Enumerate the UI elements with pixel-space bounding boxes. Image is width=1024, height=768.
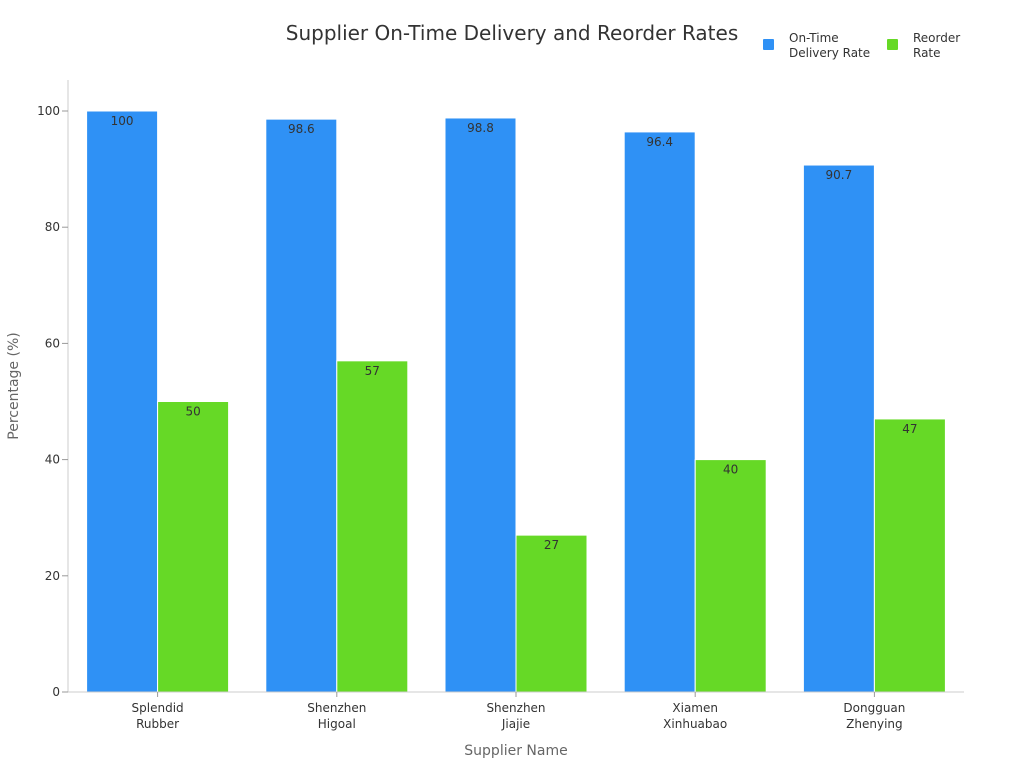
- x-tick-label: Dongguan: [843, 701, 905, 715]
- y-axis-ticks: 0 20 40 60 80 100: [37, 104, 68, 699]
- legend-swatch-0: [763, 39, 774, 50]
- bars-group: [86, 110, 946, 693]
- bar-series-0-2: [444, 117, 517, 693]
- x-tick-label: Xiamen: [672, 701, 718, 715]
- bar-series-1-2: [515, 534, 588, 693]
- x-tick-label: Jiajie: [501, 717, 530, 731]
- x-tick-label: Shenzhen: [307, 701, 366, 715]
- data-label: 96.4: [646, 135, 673, 149]
- y-tick-label: 40: [45, 453, 60, 467]
- x-tick-label: Higoal: [318, 717, 356, 731]
- x-tick-label: Xinhuabao: [663, 717, 727, 731]
- x-axis-ticks: Splendid Rubber Shenzhen Higoal Shenzhen Jiaj…: [132, 692, 905, 731]
- bar-series-1-4: [873, 418, 946, 693]
- y-tick-label: 60: [45, 336, 60, 350]
- legend-label: On-Time: [789, 31, 839, 45]
- data-labels-group: 100 50 98.6 57 98.8 27 96.4 40 90.7 47: [111, 114, 918, 552]
- x-tick-label: Zhenying: [846, 717, 902, 731]
- legend-swatch-1: [887, 39, 898, 50]
- y-tick-label: 80: [45, 220, 60, 234]
- data-label: 98.8: [467, 121, 494, 135]
- x-tick-label: Shenzhen: [486, 701, 545, 715]
- x-tick-label: Rubber: [136, 717, 179, 731]
- legend-label: Rate: [913, 46, 941, 60]
- y-tick-label: 20: [45, 569, 60, 583]
- data-label: 47: [902, 422, 917, 436]
- x-axis-title: Supplier Name: [464, 743, 567, 759]
- chart-title: Supplier On-Time Delivery and Reorder Ra…: [286, 21, 739, 45]
- y-axis-title: Percentage (%): [6, 332, 22, 439]
- bar-series-0-3: [623, 131, 696, 693]
- data-label: 100: [111, 114, 134, 128]
- x-tick-label: Splendid: [132, 701, 184, 715]
- legend-label: Delivery Rate: [789, 46, 870, 60]
- bar-series-1-3: [694, 459, 767, 693]
- data-label: 40: [723, 463, 738, 477]
- data-label: 27: [544, 538, 559, 552]
- bar-series-1-0: [157, 401, 230, 693]
- data-label: 98.6: [288, 122, 315, 136]
- data-label: 57: [365, 364, 380, 378]
- legend-label: Reorder: [913, 31, 960, 45]
- y-tick-label: 0: [52, 685, 60, 699]
- bar-series-0-4: [802, 164, 875, 693]
- bar-series-0-0: [86, 110, 159, 693]
- data-label: 90.7: [826, 168, 853, 182]
- bar-series-0-1: [265, 118, 338, 693]
- bar-series-1-1: [336, 360, 409, 693]
- y-tick-label: 100: [37, 104, 60, 118]
- data-label: 50: [185, 405, 200, 419]
